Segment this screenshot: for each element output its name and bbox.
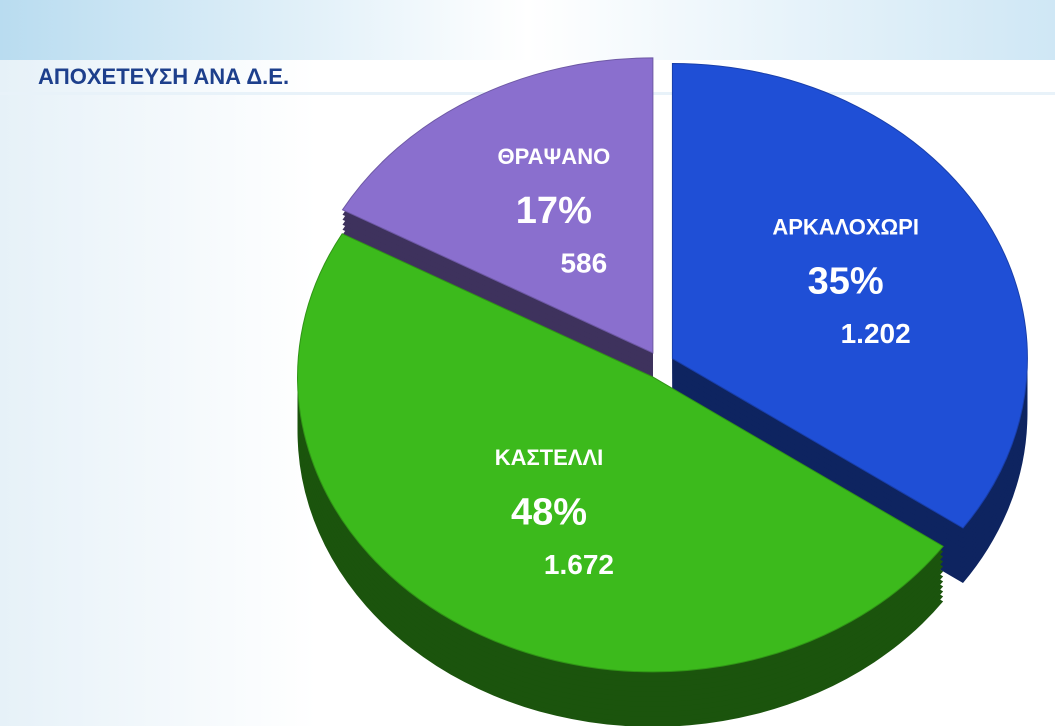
percentage-label: 48%	[511, 491, 587, 533]
percentage-label: 17%	[516, 190, 592, 232]
value-label: 1.202	[841, 318, 911, 349]
header-band	[0, 0, 1055, 60]
percentage-label: 35%	[808, 261, 884, 303]
slice	[671, 63, 1028, 529]
slice-label: ΚΑΣΤΕΛΛΙ	[495, 445, 604, 470]
value-label: 1.672	[544, 549, 614, 580]
pie: ΑΡΚΑΛΟΧΩΡΙ 35% 1.202 ΚΑΣΤΕΛΛΙ 48% 1.672 ΘΡΑΨΑΝ…	[297, 57, 1028, 726]
value-label: 586	[560, 248, 607, 279]
slice-label: ΑΡΚΑΛΟΧΩΡΙ	[772, 215, 919, 240]
slice	[297, 233, 944, 673]
slice	[341, 57, 654, 354]
chart-title: ΑΠΟΧΕΤΕΥΣΗ ΑΝΑ Δ.Ε.	[38, 64, 289, 89]
slice-label: ΘΡΑΨΑΝΟ	[497, 144, 610, 169]
